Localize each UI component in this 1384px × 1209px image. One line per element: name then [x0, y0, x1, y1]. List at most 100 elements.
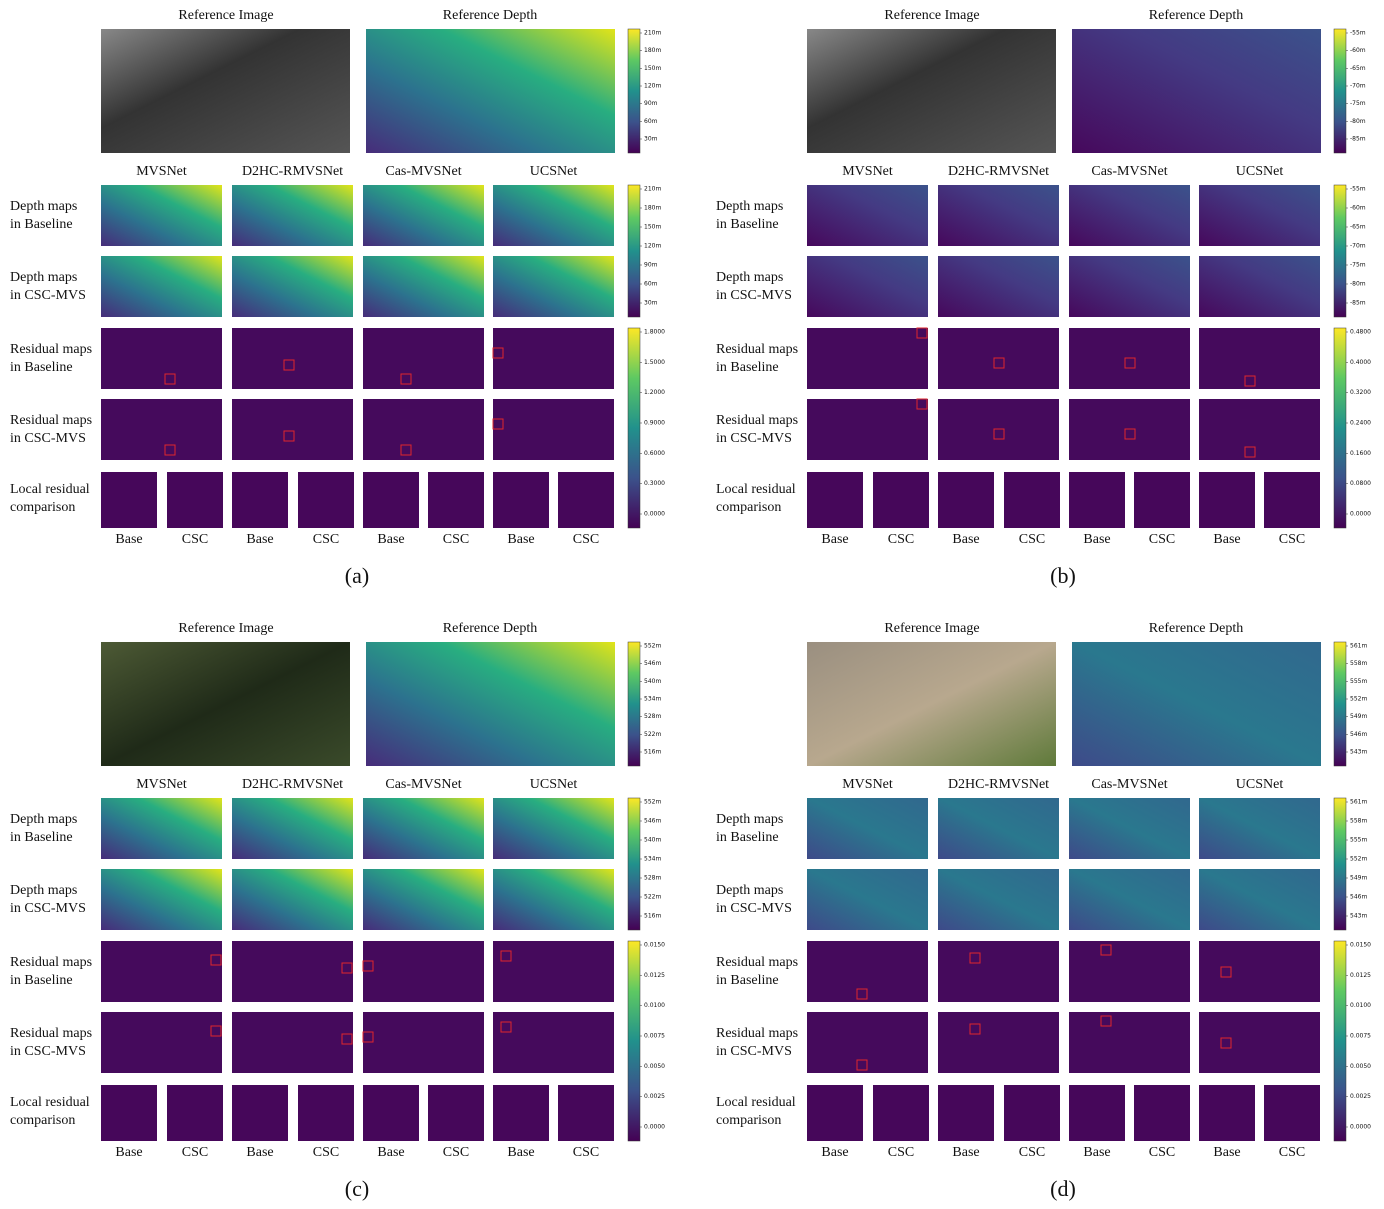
local-crop: [1069, 1085, 1125, 1141]
row-label: Depth maps: [716, 270, 783, 285]
colorbar-label: 60m: [644, 281, 658, 288]
local-crop: [232, 1085, 288, 1141]
method-title: MVSNet: [842, 777, 893, 792]
colorbar-label: -75m: [1350, 100, 1366, 107]
residual-map: [363, 1012, 484, 1073]
colorbar-label: 1.8000: [644, 329, 665, 336]
panel-label: (b): [1050, 563, 1076, 588]
crop-label: Base: [821, 1145, 848, 1160]
local-crop: [807, 472, 863, 528]
colorbar-label: 549m: [1350, 713, 1367, 720]
colorbar-label: -80m: [1350, 281, 1366, 288]
crop-label: Base: [115, 1145, 142, 1160]
panel-label: (d): [1050, 1176, 1076, 1201]
row-label: Residual maps: [716, 1026, 798, 1041]
row-label: in Baseline: [10, 217, 73, 232]
crop-label: Base: [246, 1145, 273, 1160]
colorbar-label: 0.0000: [1350, 511, 1371, 518]
colorbar-label: 0.9000: [644, 420, 665, 427]
local-crop: [873, 1085, 929, 1141]
local-crop: [1069, 472, 1125, 528]
crop-label: CSC: [1019, 532, 1045, 547]
colorbar-label: 555m: [1350, 837, 1367, 844]
depth-map: [807, 798, 928, 859]
colorbar-label: 0.0150: [1350, 942, 1371, 949]
reference-image: [807, 642, 1056, 766]
residual-map: [101, 399, 222, 460]
row-label: in Baseline: [716, 973, 779, 988]
colorbar-label: 552m: [644, 799, 661, 806]
local-crop: [558, 472, 614, 528]
row-label: Residual maps: [716, 342, 798, 357]
row-label: in CSC-MVS: [10, 901, 86, 916]
colorbar-label: 558m: [1350, 660, 1367, 667]
method-title: Cas-MVSNet: [1091, 164, 1167, 179]
residual-map: [101, 328, 222, 389]
local-crop: [807, 1085, 863, 1141]
crop-label: Base: [1213, 532, 1240, 547]
local-crop: [101, 1085, 157, 1141]
colorbar: [1334, 328, 1346, 528]
method-title: D2HC-RMVSNet: [242, 777, 343, 792]
depth-map: [938, 798, 1059, 859]
colorbar: [1334, 642, 1346, 766]
panel-label: (c): [345, 1176, 369, 1201]
residual-map: [1199, 399, 1320, 460]
residual-map: [363, 941, 484, 1002]
depth-map: [807, 256, 928, 317]
crop-label: Base: [377, 1145, 404, 1160]
row-label: comparison: [10, 500, 75, 515]
colorbar-label: 120m: [644, 83, 661, 90]
colorbar-label: 528m: [644, 713, 661, 720]
crop-label: Base: [115, 532, 142, 547]
method-title: UCSNet: [530, 777, 578, 792]
local-crop: [558, 1085, 614, 1141]
row-label: in CSC-MVS: [10, 288, 86, 303]
depth-map: [101, 798, 222, 859]
row-label: in Baseline: [10, 360, 73, 375]
row-label: in CSC-MVS: [716, 1044, 792, 1059]
colorbar-label: 546m: [644, 660, 661, 667]
local-crop: [1134, 472, 1190, 528]
colorbar-label: -85m: [1350, 136, 1366, 143]
depth-map: [1069, 869, 1190, 930]
residual-map: [232, 328, 353, 389]
ref-title: Reference Depth: [1149, 621, 1243, 636]
local-crop: [873, 472, 929, 528]
row-label: in Baseline: [716, 830, 779, 845]
row-label: Residual maps: [10, 955, 92, 970]
method-title: Cas-MVSNet: [1091, 777, 1167, 792]
colorbar-label: 0.0000: [644, 1124, 665, 1131]
colorbar-label: 552m: [1350, 856, 1367, 863]
crop-label: CSC: [443, 532, 469, 547]
colorbar: [628, 642, 640, 766]
colorbar-label: 0.0025: [1350, 1093, 1371, 1100]
colorbar-label: 522m: [644, 894, 661, 901]
colorbar-label: -60m: [1350, 205, 1366, 212]
ref-title: Reference Depth: [443, 621, 537, 636]
crop-label: CSC: [313, 1145, 339, 1160]
colorbar-label: -65m: [1350, 65, 1366, 72]
colorbar-label: 516m: [644, 913, 661, 920]
method-title: MVSNet: [136, 777, 187, 792]
colorbar-label: 561m: [1350, 799, 1367, 806]
colorbar-label: 30m: [644, 136, 658, 143]
figure: Reference ImageReference Depth210m180m15…: [0, 0, 1384, 1209]
colorbar-label: 150m: [644, 224, 661, 231]
local-crop: [493, 472, 549, 528]
crop-label: Base: [1083, 532, 1110, 547]
colorbar-label: 0.0050: [1350, 1063, 1371, 1070]
colorbar-label: 0.0050: [644, 1063, 665, 1070]
residual-map: [101, 941, 222, 1002]
crop-label: Base: [1213, 1145, 1240, 1160]
residual-map: [232, 399, 353, 460]
ref-title: Reference Image: [178, 8, 273, 23]
row-label: in CSC-MVS: [716, 901, 792, 916]
row-label: Residual maps: [716, 413, 798, 428]
residual-map: [493, 399, 614, 460]
row-label: Depth maps: [716, 883, 783, 898]
residual-map: [232, 941, 353, 1002]
row-label: in CSC-MVS: [716, 431, 792, 446]
colorbar-label: 0.0800: [1350, 480, 1371, 487]
crop-label: CSC: [1149, 532, 1175, 547]
